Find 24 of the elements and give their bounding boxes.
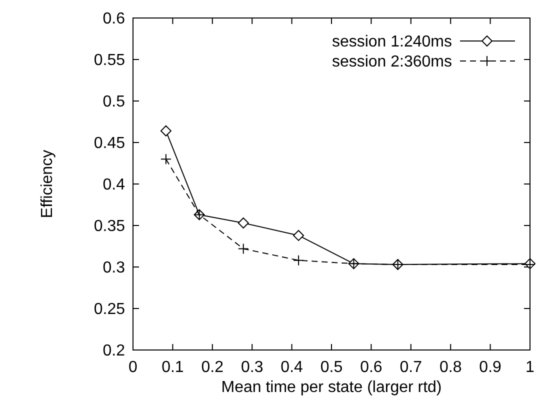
legend-label: session 2:360ms [332,54,452,71]
x-tick-label: 0.7 [400,359,422,376]
x-tick-label: 0.3 [240,359,264,376]
x-tick-label: 0 [128,359,138,376]
x-tick-label: 0.1 [162,359,184,376]
x-tick-label: 0.6 [360,359,382,376]
y-tick-label: 0.45 [94,135,126,152]
x-tick-label: 0.2 [201,359,224,376]
x-tick-label: 0.8 [439,359,462,376]
y-axis-title: Efficiency [39,150,56,218]
x-tick-label: 0.4 [280,359,304,376]
x-tick-label: 0.9 [479,359,502,376]
y-tick-label: 0.35 [94,218,126,236]
y-tick-label: 0.5 [102,94,126,111]
y-tick-label: 0.4 [102,176,126,194]
x-tick-label: 0.5 [320,359,343,376]
y-tick-label: 0.6 [102,10,126,28]
legend-label: session 1:240ms [332,34,452,51]
y-tick-label: 0.3 [102,260,126,277]
y-tick-label: 0.55 [94,52,126,70]
y-tick-label: 0.2 [102,342,126,360]
x-tick-label: 1 [526,359,535,376]
y-tick-label: 0.25 [94,301,126,318]
x-axis-title: Mean time per state (larger rtd) [221,379,442,396]
